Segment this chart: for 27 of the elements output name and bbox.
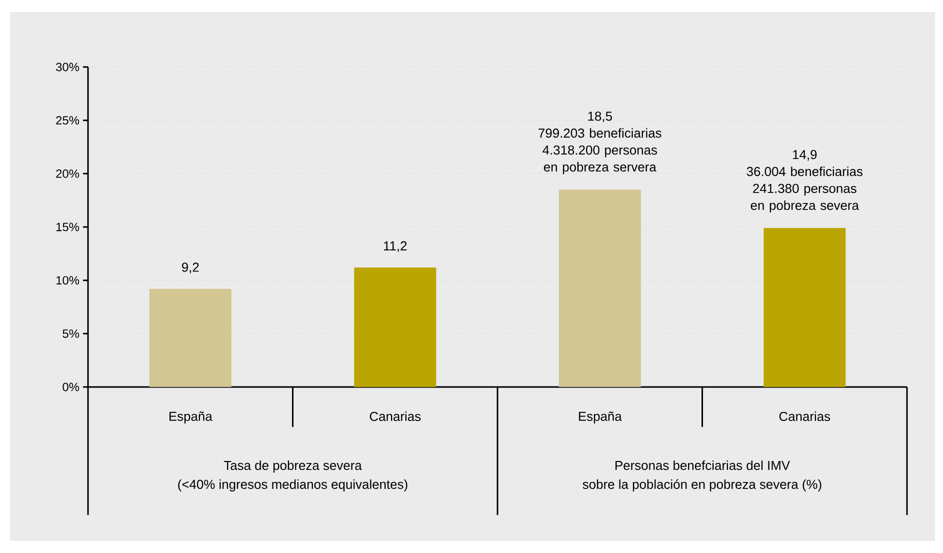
x-tick-label: Canarias: [370, 412, 421, 422]
x-tick-label: España: [578, 412, 622, 424]
text: 241.380 personas en pobreza severa: [750, 184, 859, 213]
text: (<40% ingresos medianos equivalentes): [178, 479, 408, 492]
bar: [149, 288, 232, 387]
y-tick-label: 30%: [56, 62, 80, 72]
text: 4.318.200 personas en pobreza servera: [542, 145, 658, 174]
text: Personas benefciarias del IMV: [615, 460, 790, 470]
text: sobre la población en pobreza severa (%): [582, 479, 822, 492]
text: 18,5: [588, 112, 612, 122]
bar: [764, 228, 846, 387]
y-tick-label: 5%: [62, 329, 80, 338]
y-tick-label: 25%: [56, 116, 80, 125]
text: 36.004 beneficiarias: [746, 166, 862, 176]
text: 11,2: [384, 241, 407, 252]
bar: [558, 190, 641, 387]
y-tick-label: 15%: [56, 222, 80, 232]
bar: [354, 268, 436, 387]
y-tick-label: 20%: [56, 169, 80, 178]
text: Tasa de pobreza severa: [224, 460, 362, 473]
x-tick-label: Canarias: [779, 412, 830, 422]
text: 9,2: [182, 262, 199, 274]
y-tick-label: 0%: [62, 382, 80, 392]
x-tick-label: España: [169, 412, 212, 424]
text: 799.203 beneficiarias: [538, 128, 662, 138]
y-tick-label: 10%: [56, 276, 80, 285]
text: 14,9: [793, 150, 817, 161]
